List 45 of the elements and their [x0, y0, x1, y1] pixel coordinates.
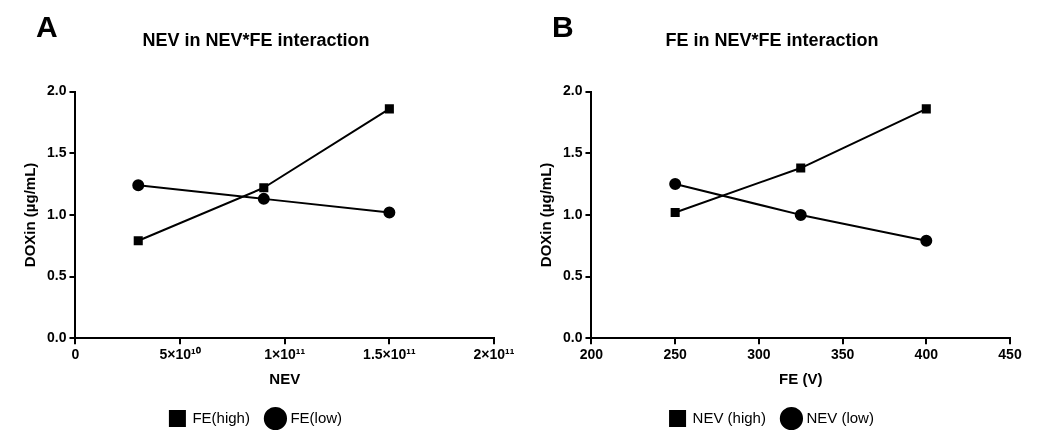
y-tick-label: 1.0 [46, 205, 67, 222]
x-axis-title: FE (V) [779, 370, 823, 388]
x-tick-label: 1×10¹¹ [264, 346, 306, 363]
x-tick-label: 450 [998, 346, 1022, 363]
legend-label: FE(low) [290, 408, 343, 426]
x-tick-label: 0 [71, 346, 80, 363]
point [133, 236, 143, 246]
x-tick-label: 300 [747, 346, 771, 363]
chart-title: FE in NEV*FE interaction [665, 29, 879, 50]
y-tick-label: 0.0 [562, 329, 583, 346]
x-tick-label: 200 [579, 346, 604, 363]
y-tick-label: 1.5 [562, 144, 583, 161]
point [257, 192, 270, 205]
x-tick-label: 5×10¹⁰ [159, 346, 201, 363]
text: B [552, 10, 574, 44]
y-tick-label: 1.0 [562, 205, 583, 222]
y-tick-label: 2.0 [562, 82, 583, 99]
x-tick-label: 250 [663, 346, 688, 363]
point [669, 178, 682, 191]
point [796, 163, 806, 173]
y-tick-label: 0.0 [46, 329, 67, 346]
x-tick-label: 1.5×10¹¹ [363, 346, 416, 363]
point [794, 208, 807, 221]
y-axis-title: DOXin (µg/mL) [21, 162, 39, 268]
point [670, 207, 680, 217]
legend-label: FE(high) [192, 408, 250, 426]
x-tick-label: 350 [830, 346, 855, 363]
y-tick-label: 1.5 [46, 144, 67, 161]
y-tick-label: 0.5 [46, 267, 67, 284]
text: A [36, 10, 58, 44]
legend-label: NEV (low) [806, 408, 874, 426]
point [132, 179, 145, 192]
legend-label: NEV (high) [692, 408, 766, 426]
x-tick-label: 2×10¹¹ [473, 346, 515, 363]
point [921, 104, 931, 114]
x-tick-label: 400 [914, 346, 939, 363]
point [920, 234, 933, 247]
y-tick-label: 2.0 [46, 82, 67, 99]
y-axis-title: DOXin (µg/mL) [537, 162, 555, 268]
y-tick-label: 0.5 [562, 267, 583, 284]
x-axis-title: NEV [269, 370, 301, 388]
point [384, 104, 394, 114]
point [383, 206, 396, 219]
point [259, 183, 269, 193]
chart-title: NEV in NEV*FE interaction [142, 29, 370, 50]
